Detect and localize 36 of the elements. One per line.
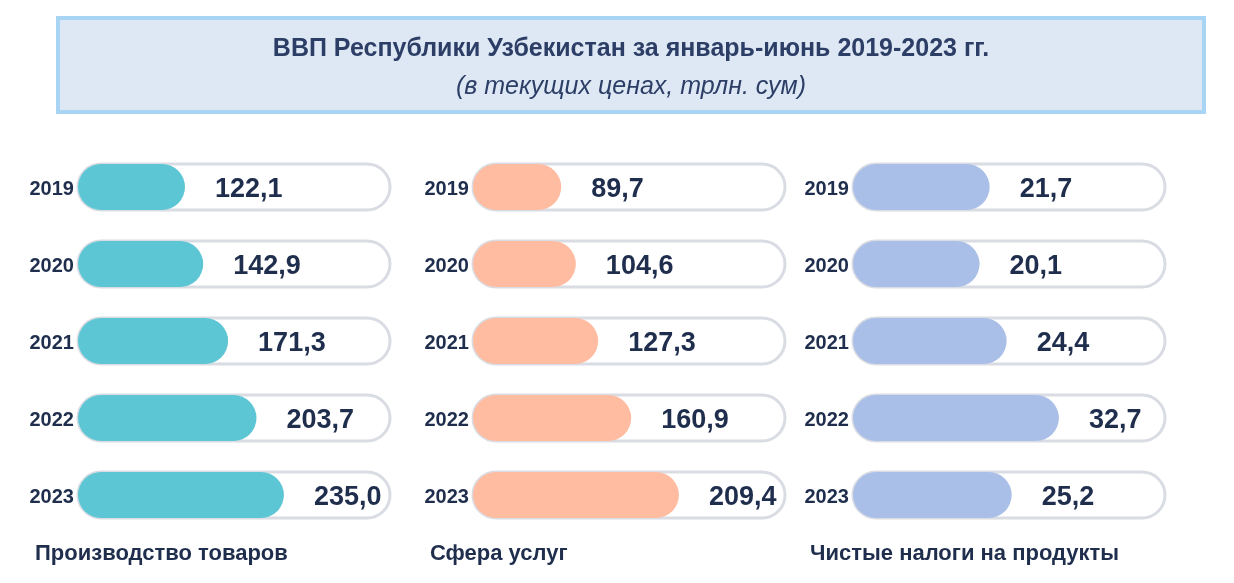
y-tick-label: 2022 — [29, 408, 74, 430]
y-tick-label: 2023 — [804, 485, 849, 507]
data-label: 127,3 — [628, 327, 696, 357]
y-tick-label: 2021 — [29, 331, 74, 353]
x-axis-title: Чистые налоги на продукты — [810, 540, 1120, 565]
y-tick-label: 2023 — [29, 485, 74, 507]
y-tick-label: 2020 — [29, 254, 74, 276]
y-tick-label: 2020 — [804, 254, 849, 276]
data-label: 171,3 — [258, 327, 326, 357]
y-tick-label: 2021 — [424, 331, 469, 353]
text: (в текущих ценах, трлн. сум) — [455, 71, 807, 99]
data-label: 209,4 — [708, 481, 777, 511]
data-label: 122,1 — [214, 173, 283, 203]
data-label: 142,9 — [233, 250, 301, 280]
x-axis-title: Производство товаров — [35, 540, 288, 565]
y-tick-label: 2023 — [424, 485, 469, 507]
data-label: 160,9 — [661, 404, 729, 434]
data-label: 21,7 — [1019, 173, 1073, 203]
y-tick-label: 2019 — [424, 177, 469, 199]
data-label: 235,0 — [313, 481, 382, 511]
data-label: 24,4 — [1036, 327, 1090, 357]
text: ВВП Республики Узбекистан за январь-июнь 2019-2023 гг. — [272, 33, 990, 61]
x-axis-title: Сфера услуг — [430, 540, 568, 565]
y-tick-label: 2022 — [804, 408, 849, 430]
y-tick-label: 2021 — [804, 331, 849, 353]
data-label: 25,2 — [1041, 481, 1095, 511]
data-label: 32,7 — [1088, 404, 1142, 434]
data-label: 20,1 — [1009, 250, 1063, 280]
bar — [473, 241, 576, 287]
y-tick-label: 2022 — [424, 408, 469, 430]
y-tick-label: 2019 — [29, 177, 74, 199]
y-tick-label: 2020 — [424, 254, 469, 276]
data-label: 89,7 — [591, 173, 644, 203]
data-label: 104,6 — [605, 250, 674, 280]
y-tick-label: 2019 — [804, 177, 849, 199]
data-label: 203,7 — [286, 404, 355, 434]
